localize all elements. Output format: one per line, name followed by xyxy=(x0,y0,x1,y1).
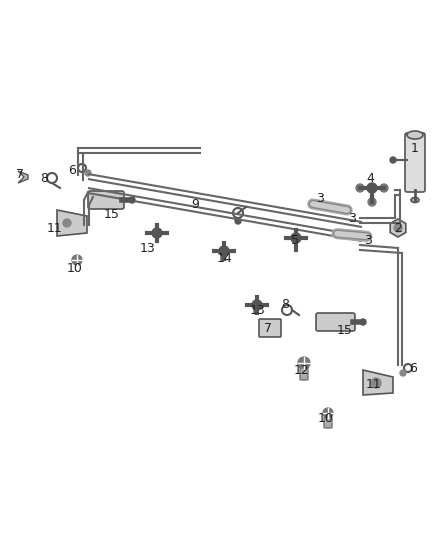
Text: 15: 15 xyxy=(104,208,120,222)
Text: 11: 11 xyxy=(366,378,382,392)
Circle shape xyxy=(72,255,82,265)
Text: 2: 2 xyxy=(394,222,402,235)
Text: 8: 8 xyxy=(40,172,48,184)
Text: 10: 10 xyxy=(318,411,334,424)
Text: 12: 12 xyxy=(294,364,310,376)
Polygon shape xyxy=(18,171,28,183)
Text: 5: 5 xyxy=(291,233,299,246)
Circle shape xyxy=(291,233,301,243)
Circle shape xyxy=(380,184,388,192)
Text: 3: 3 xyxy=(348,212,356,224)
Circle shape xyxy=(400,370,406,376)
Polygon shape xyxy=(57,210,87,236)
Circle shape xyxy=(252,300,262,310)
Polygon shape xyxy=(390,219,406,237)
FancyBboxPatch shape xyxy=(300,368,308,380)
Circle shape xyxy=(152,228,162,238)
FancyBboxPatch shape xyxy=(316,313,355,331)
Circle shape xyxy=(360,319,366,325)
Circle shape xyxy=(394,224,402,232)
Polygon shape xyxy=(363,370,393,395)
Text: 6: 6 xyxy=(409,361,417,375)
Ellipse shape xyxy=(407,131,423,139)
Circle shape xyxy=(235,218,241,224)
Text: 3: 3 xyxy=(316,191,324,205)
Circle shape xyxy=(390,157,396,163)
Circle shape xyxy=(368,198,376,206)
Circle shape xyxy=(219,246,229,256)
Circle shape xyxy=(85,170,91,176)
Text: 4: 4 xyxy=(366,172,374,184)
Text: 10: 10 xyxy=(67,262,83,274)
FancyBboxPatch shape xyxy=(324,417,332,428)
Ellipse shape xyxy=(411,198,419,203)
Circle shape xyxy=(298,357,310,369)
Circle shape xyxy=(63,219,71,227)
Circle shape xyxy=(356,184,364,192)
Text: 8: 8 xyxy=(281,298,289,311)
Text: 13: 13 xyxy=(140,241,156,254)
Text: 6: 6 xyxy=(68,164,76,176)
Circle shape xyxy=(371,378,381,388)
Text: 11: 11 xyxy=(47,222,63,235)
Circle shape xyxy=(129,197,135,203)
Text: 3: 3 xyxy=(364,233,372,246)
Text: 9: 9 xyxy=(191,198,199,212)
Text: 15: 15 xyxy=(337,324,353,336)
Text: 7: 7 xyxy=(16,168,24,182)
Text: 1: 1 xyxy=(411,141,419,155)
Text: 7: 7 xyxy=(264,321,272,335)
FancyBboxPatch shape xyxy=(405,133,425,192)
Circle shape xyxy=(323,408,333,418)
Text: 13: 13 xyxy=(250,303,266,317)
Circle shape xyxy=(367,183,377,193)
Text: 14: 14 xyxy=(217,252,233,264)
FancyBboxPatch shape xyxy=(259,319,281,337)
FancyBboxPatch shape xyxy=(88,191,124,209)
